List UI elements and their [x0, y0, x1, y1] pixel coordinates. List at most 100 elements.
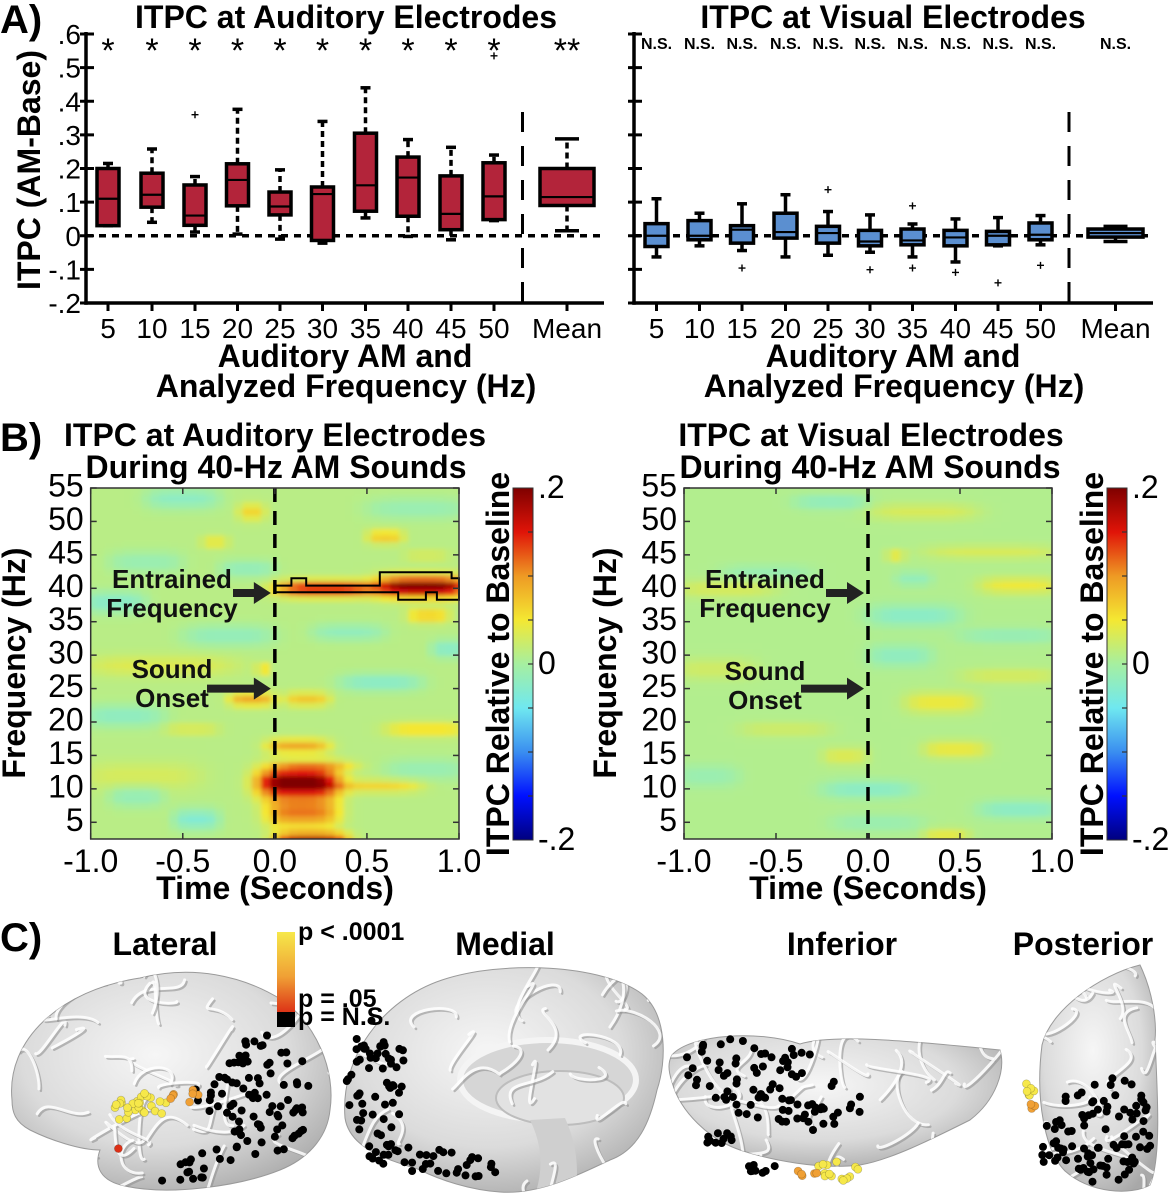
heatmap-cell [725, 521, 736, 529]
heatmap-cell [288, 641, 299, 650]
heatmap-cell [224, 548, 235, 556]
heatmap-cell [353, 608, 363, 616]
heatmap-cell [854, 755, 864, 763]
heatmap-cell [734, 501, 745, 509]
heatmap-cell [168, 608, 179, 616]
heatmap-cell [122, 501, 133, 509]
heatmap-cell [808, 822, 818, 830]
heatmap-cell [399, 621, 409, 629]
heatmap-cell [854, 782, 864, 790]
heatmap-cell [95, 615, 106, 623]
x-tick-label: 40 [392, 313, 423, 344]
box-iqr [984, 229, 1012, 247]
heatmap-cell [417, 668, 428, 676]
heatmap-cell [261, 782, 271, 790]
heatmap-cell [104, 594, 115, 603]
heatmap-cell [734, 534, 745, 543]
heatmap-cell [168, 635, 179, 643]
heatmap-cell [233, 655, 244, 663]
heatmap-cell [113, 695, 124, 703]
heatmap-cell [881, 748, 892, 757]
heatmap-cell [251, 608, 262, 616]
heatmap-cell [684, 554, 690, 563]
heatmap-cell [95, 594, 106, 603]
heatmap-cell [362, 788, 373, 797]
x-tick-label: 5 [649, 313, 665, 344]
heatmap-cell [408, 655, 419, 663]
heatmap-cell [399, 782, 409, 790]
heatmap-cell [297, 621, 308, 629]
heatmap-cell [279, 828, 290, 837]
heatmap-cell [725, 494, 736, 502]
heatmap-cell [707, 601, 717, 609]
heatmap-cell [90, 695, 96, 703]
heatmap-cell [799, 815, 809, 823]
heatmap-cell [771, 494, 782, 502]
heatmap-cell [371, 762, 382, 770]
heatmap-cell [707, 722, 717, 730]
heatmap-cell [881, 722, 892, 730]
heatmap-cell [90, 755, 96, 763]
heatmap-cell [297, 688, 308, 696]
heatmap-cell [426, 775, 437, 783]
heatmap-cell [918, 494, 929, 502]
heatmap-cell [399, 708, 409, 716]
heatmap-cell [464, 822, 474, 829]
heatmap-cell [187, 701, 198, 710]
heatmap-cell [233, 728, 244, 736]
heatmap-cell [187, 488, 198, 496]
heatmap-cell [196, 621, 207, 629]
heatmap-cell [132, 574, 142, 583]
heatmap-cell [297, 788, 308, 797]
heatmap-cell [872, 722, 883, 730]
heatmap-cell [399, 641, 409, 650]
heatmap-cell [743, 795, 754, 803]
heatmap-cell [435, 488, 446, 496]
heatmap-cell [159, 534, 170, 543]
x-tick-label: 15 [726, 313, 757, 344]
heatmap-cell [955, 534, 966, 543]
heatmap-cell [132, 561, 142, 569]
heatmap-cell [261, 708, 271, 716]
heatmap-cell [771, 815, 782, 823]
heatmap-cell [242, 695, 253, 703]
heatmap-cell [845, 802, 855, 810]
heatmap-cell [408, 835, 419, 839]
heatmap-cell [780, 488, 791, 496]
heatmap-cell [854, 675, 864, 683]
heatmap-cell [435, 748, 446, 757]
heatmap-cell [270, 521, 281, 529]
heatmap-cell [279, 755, 290, 763]
heatmap-cell [233, 775, 244, 783]
heatmap-cell [178, 615, 188, 623]
heatmap-cell [973, 648, 984, 656]
heatmap-cell [343, 548, 354, 556]
heatmap-cell [854, 581, 864, 589]
heatmap-cell [688, 728, 699, 736]
heatmap-cell [316, 534, 327, 543]
heatmap-cell [150, 755, 161, 763]
heatmap-cell [159, 822, 170, 830]
heatmap-cell [215, 534, 225, 543]
heatmap-cell [937, 695, 947, 703]
heatmap-cell [389, 655, 400, 663]
heatmap-cell [762, 601, 772, 609]
heatmap-cell [927, 641, 938, 650]
heatmap-cell [697, 775, 708, 783]
heatmap-cell [937, 768, 947, 777]
heatmap-cell [242, 528, 253, 536]
heatmap-cell [445, 581, 455, 589]
heatmap-cell [104, 748, 115, 757]
heatmap-cell [826, 548, 837, 556]
outlier-marker [866, 266, 874, 274]
heatmap-cell [215, 728, 225, 736]
heatmap-cell [426, 828, 437, 837]
heatmap-cell [955, 608, 966, 616]
heatmap-cell [113, 802, 124, 810]
heatmap-cell [316, 835, 327, 839]
y-tick-label: -.1 [48, 254, 81, 285]
heatmap-cell [95, 822, 106, 830]
heatmap-cell [927, 621, 938, 629]
heatmap-cell [909, 775, 920, 783]
heatmap-cell [334, 521, 345, 529]
